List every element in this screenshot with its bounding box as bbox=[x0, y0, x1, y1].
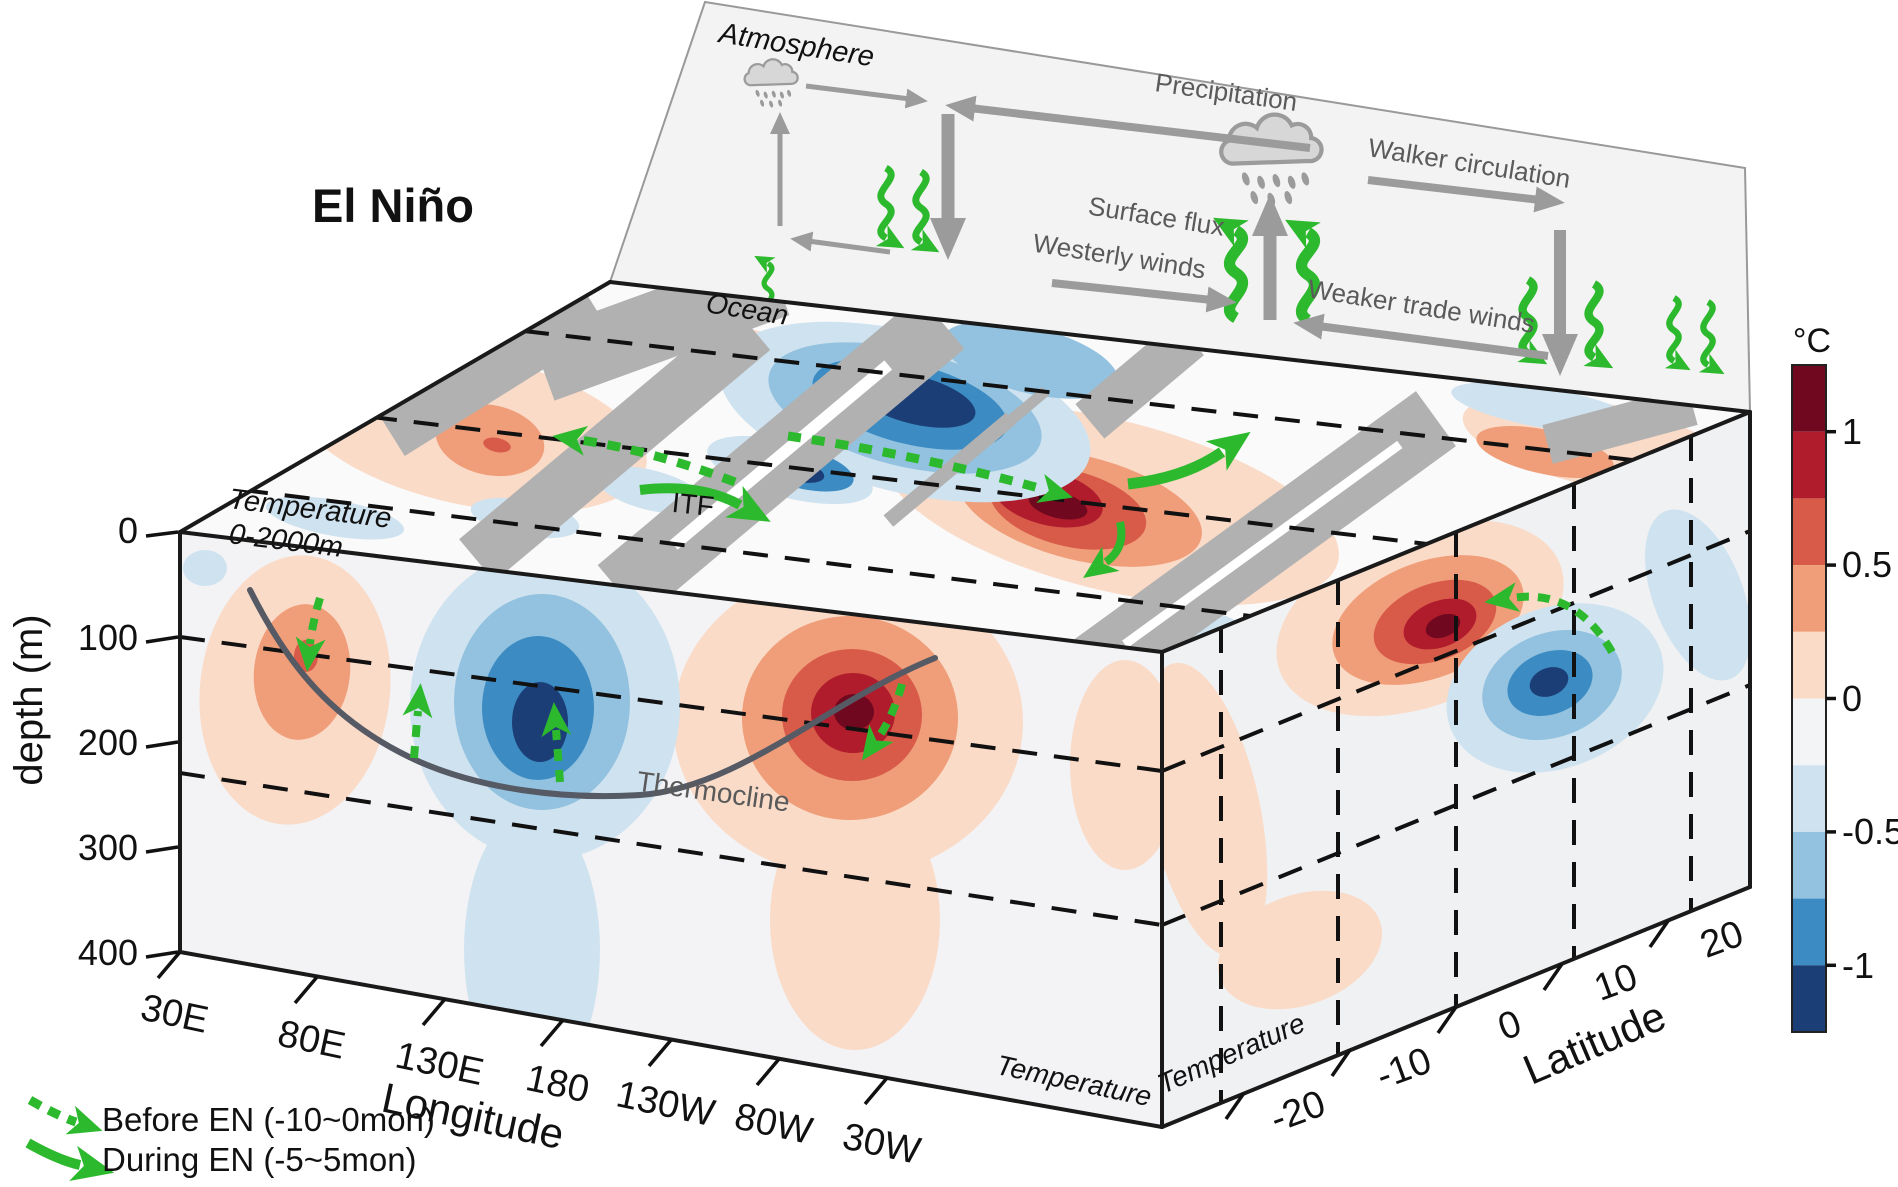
circulation-arrow-left-icon bbox=[790, 231, 891, 255]
legend-dashed-arrow-icon bbox=[27, 1096, 103, 1135]
longitude-tick: 130W bbox=[613, 1073, 719, 1135]
before-en-arrow-up-icon bbox=[541, 702, 572, 783]
latitude-tick: -10 bbox=[1371, 1040, 1437, 1098]
circulation-arrow-right-icon bbox=[805, 83, 928, 109]
upper-flow-arrow-icon bbox=[945, 95, 1311, 152]
depth-axis-label: depth (m) bbox=[7, 614, 51, 785]
legend-label-during-en: During EN (-5~5mon) bbox=[102, 1141, 417, 1178]
warm-anomaly bbox=[483, 437, 511, 453]
process-arrows bbox=[295, 426, 1616, 783]
itf-arrow-icon bbox=[639, 483, 771, 522]
colorbar-tick: 1 bbox=[1842, 411, 1862, 452]
before-en-arrow-east-icon bbox=[787, 431, 1073, 503]
cold-anomaly bbox=[1645, 509, 1750, 681]
colorbar: °C 1 0.5 0 -0.5 -1 bbox=[1791, 322, 1898, 1033]
trade-wind-arrow-icon bbox=[1293, 313, 1549, 360]
longitude-tick: 80W bbox=[731, 1096, 816, 1153]
legend-solid-arrow-icon bbox=[25, 1138, 115, 1181]
before-en-arrow-down-icon bbox=[861, 682, 906, 761]
colorbar-band bbox=[1792, 831, 1826, 899]
colorbar-tick: 0 bbox=[1842, 678, 1862, 719]
latitude-tick: 0 bbox=[1493, 1002, 1527, 1049]
colorbar-band bbox=[1792, 765, 1826, 832]
colorbar-band bbox=[1792, 631, 1826, 699]
longitude-tick: 30E bbox=[137, 987, 212, 1042]
map-gridline bbox=[523, 329, 1633, 462]
warm-anomaly bbox=[1476, 426, 1614, 478]
itf-label: ITF bbox=[670, 487, 715, 522]
depth-axis: 0 100 200 300 400 depth (m) bbox=[7, 510, 179, 973]
legend: Before EN (-10~0mon) During EN (-5~5mon) bbox=[25, 1096, 435, 1181]
cold-anomaly-core bbox=[1529, 667, 1569, 697]
cold-anomaly bbox=[183, 550, 227, 586]
colorbar-band bbox=[1792, 698, 1826, 766]
warm-anomaly-core bbox=[1425, 613, 1461, 639]
colorbar-band bbox=[1792, 965, 1826, 1032]
land-streak bbox=[1122, 440, 1403, 648]
colorbar-band bbox=[1792, 498, 1826, 566]
depth-tick: 300 bbox=[78, 827, 138, 868]
longitude-tick: 80E bbox=[274, 1013, 349, 1068]
latitude-axis-label: Latitude bbox=[1516, 992, 1672, 1094]
longitude-tick: 180 bbox=[522, 1057, 593, 1111]
cold-anomaly bbox=[265, 496, 405, 540]
before-en-arrow-right-face-icon bbox=[1484, 582, 1616, 655]
depth-gridline-100m bbox=[1162, 529, 1750, 773]
depth-tick: 100 bbox=[78, 617, 138, 658]
before-en-arrow-west-icon bbox=[552, 426, 737, 487]
warm-anomaly bbox=[1070, 660, 1162, 870]
figure-title: El Niño bbox=[312, 179, 474, 232]
depth-tick: 400 bbox=[78, 932, 138, 973]
warm-anomaly bbox=[1217, 890, 1383, 1010]
during-en-arrow-south-icon bbox=[1083, 521, 1126, 579]
map-gridline bbox=[371, 415, 1428, 546]
cold-anomaly-core bbox=[512, 682, 568, 762]
depth-tick: 200 bbox=[78, 722, 138, 763]
longitude-tick: 30W bbox=[839, 1116, 924, 1173]
colorbar-tick: 0.5 bbox=[1842, 544, 1892, 585]
colorbar-band bbox=[1792, 365, 1826, 432]
westerly-wind-arrow-icon bbox=[1051, 279, 1237, 313]
before-en-arrow-up-icon bbox=[402, 683, 433, 759]
walker-arrow-icon bbox=[1367, 176, 1565, 213]
colorbar-tick: -1 bbox=[1842, 945, 1874, 986]
map-gridline bbox=[242, 488, 1251, 618]
latitude-tick: -20 bbox=[1265, 1083, 1331, 1141]
atmosphere-panel: Atmosphere Precipitation Surface flux We… bbox=[608, 0, 1752, 414]
colorbar-unit: °C bbox=[1793, 322, 1831, 360]
during-en-arrow-northeast-icon bbox=[1127, 431, 1251, 490]
colorbar-band bbox=[1792, 431, 1826, 499]
latitude-tick: 20 bbox=[1695, 913, 1749, 967]
colorbar-band bbox=[1792, 898, 1826, 966]
depth-tick: 0 bbox=[118, 510, 138, 551]
colorbar-tick: -0.5 bbox=[1842, 811, 1898, 852]
legend-label-before-en: Before EN (-10~0mon) bbox=[102, 1101, 435, 1138]
thermocline-curve bbox=[247, 587, 938, 800]
warm-anomaly bbox=[1162, 662, 1268, 958]
colorbar-band bbox=[1792, 565, 1826, 632]
before-en-arrow-down-icon bbox=[295, 596, 326, 672]
